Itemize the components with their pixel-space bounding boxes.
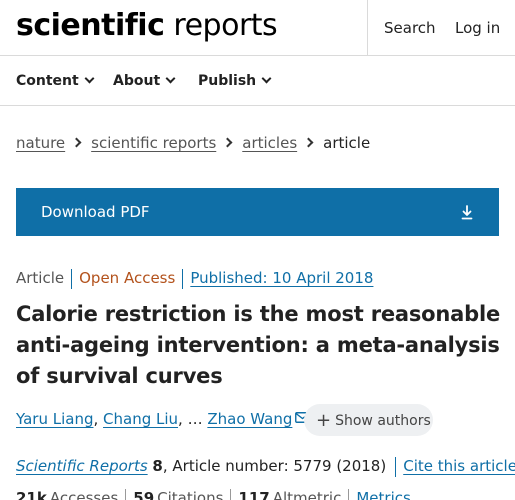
- chevron-right-icon: [222, 137, 233, 148]
- article-title: Calorie restriction is the most reasonab…: [16, 302, 500, 388]
- meta-divider: [395, 456, 397, 477]
- meta-divider: [71, 268, 73, 289]
- metrics-divider: [230, 488, 232, 500]
- metrics-link[interactable]: Metrics: [356, 489, 411, 500]
- site-logo[interactable]: scientific reports: [16, 8, 278, 43]
- breadcrumb-current: article: [323, 134, 371, 152]
- metrics-divider: [125, 488, 127, 500]
- accesses-count: 21k: [16, 489, 47, 500]
- main-nav: Content About Publish: [0, 56, 515, 106]
- citations-label: Citations: [157, 489, 224, 500]
- journal-volume: 8: [152, 457, 163, 475]
- nav-publish-menu[interactable]: Publish: [198, 72, 272, 90]
- nav-about-menu[interactable]: About: [113, 72, 176, 90]
- show-authors-button[interactable]: + Show authors: [304, 404, 433, 436]
- site-header: scientific reports Search Log in: [0, 0, 515, 56]
- metrics-divider: [348, 488, 350, 500]
- citations-count: 59: [133, 489, 155, 500]
- meta-divider: [182, 268, 184, 289]
- download-icon: [461, 205, 473, 220]
- chevron-down-icon: [165, 73, 176, 84]
- published-date-link[interactable]: Published: 10 April 2018: [190, 269, 374, 287]
- chevron-right-icon: [71, 137, 82, 148]
- cite-article-link[interactable]: Cite this article: [403, 457, 515, 475]
- header-divider: [367, 0, 368, 56]
- download-pdf-label: Download PDF: [41, 203, 150, 221]
- login-link[interactable]: Log in: [455, 19, 501, 37]
- metrics-bar: 21k Accesses 59 Citations 117 Altmetric Metric…: [16, 488, 411, 500]
- breadcrumb-nature[interactable]: nature: [16, 134, 66, 152]
- chevron-down-icon: [261, 73, 272, 84]
- plus-icon: +: [316, 410, 332, 431]
- chevron-down-icon: [84, 73, 95, 84]
- author-link[interactable]: Chang Liu: [103, 410, 179, 428]
- breadcrumb-scientific-reports[interactable]: scientific reports: [91, 134, 217, 152]
- authors-ellipsis: …: [187, 410, 203, 428]
- journal-link[interactable]: Scientific Reports: [16, 457, 148, 475]
- article-type: Article: [16, 269, 65, 287]
- altmetric-count: 117: [238, 489, 270, 500]
- author-link[interactable]: Yaru Liang: [16, 410, 94, 428]
- journal-info: Scientific Reports 8, Article number: 57…: [16, 456, 515, 477]
- chevron-right-icon: [303, 137, 314, 148]
- article-meta: Article Open Access Published: 10 April 20…: [16, 268, 373, 289]
- article-number: , Article number: 5779 (2018): [162, 457, 387, 475]
- accesses-label: Accesses: [49, 489, 119, 500]
- author-list: Yaru Liang, Chang Liu, … Zhao Wang: [16, 409, 311, 429]
- author-link[interactable]: Zhao Wang: [207, 410, 293, 428]
- search-link[interactable]: Search: [384, 19, 436, 37]
- nav-content-menu[interactable]: Content: [16, 72, 95, 90]
- open-access-badge: Open Access: [79, 269, 176, 287]
- altmetric-label: Altmetric: [272, 489, 342, 500]
- breadcrumb: nature scientific reports articles article: [16, 133, 370, 153]
- download-pdf-button[interactable]: Download PDF: [16, 188, 499, 236]
- breadcrumb-articles[interactable]: articles: [242, 134, 298, 152]
